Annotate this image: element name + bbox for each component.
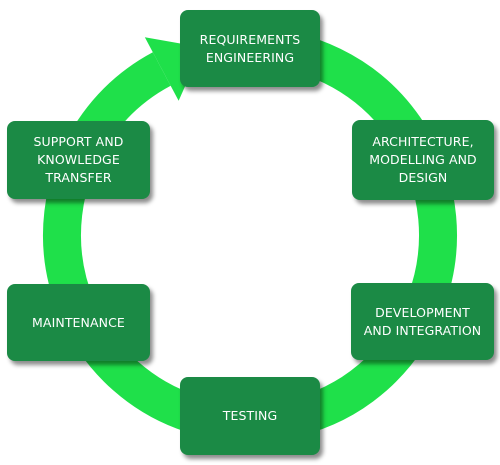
stage-label: TESTING — [222, 408, 278, 423]
stage-architecture-modelling-design: ARCHITECTURE, MODELLING AND DESIGN — [352, 120, 494, 200]
stage-label: REQUIREMENTS ENGINEERING — [199, 31, 301, 65]
stage-development-integration: DEVELOPMENT AND INTEGRATION — [351, 283, 494, 360]
stage-label: MAINTENANCE — [32, 314, 125, 330]
stage-requirements-engineering: REQUIREMENTS ENGINEERING — [180, 10, 320, 87]
stage-label: SUPPORT AND KNOWLEDGE TRANSFER — [33, 134, 124, 185]
stage-maintenance: MAINTENANCE — [7, 284, 150, 361]
stage-label: DEVELOPMENT AND INTEGRATION — [363, 304, 482, 338]
stage-support-knowledge-transfer: SUPPORT AND KNOWLEDGE TRANSFER — [7, 121, 150, 199]
stage-label: ARCHITECTURE, MODELLING AND DESIGN — [369, 134, 477, 185]
stage-testing: TESTING — [180, 377, 320, 455]
cycle-ring-band — [43, 28, 457, 442]
